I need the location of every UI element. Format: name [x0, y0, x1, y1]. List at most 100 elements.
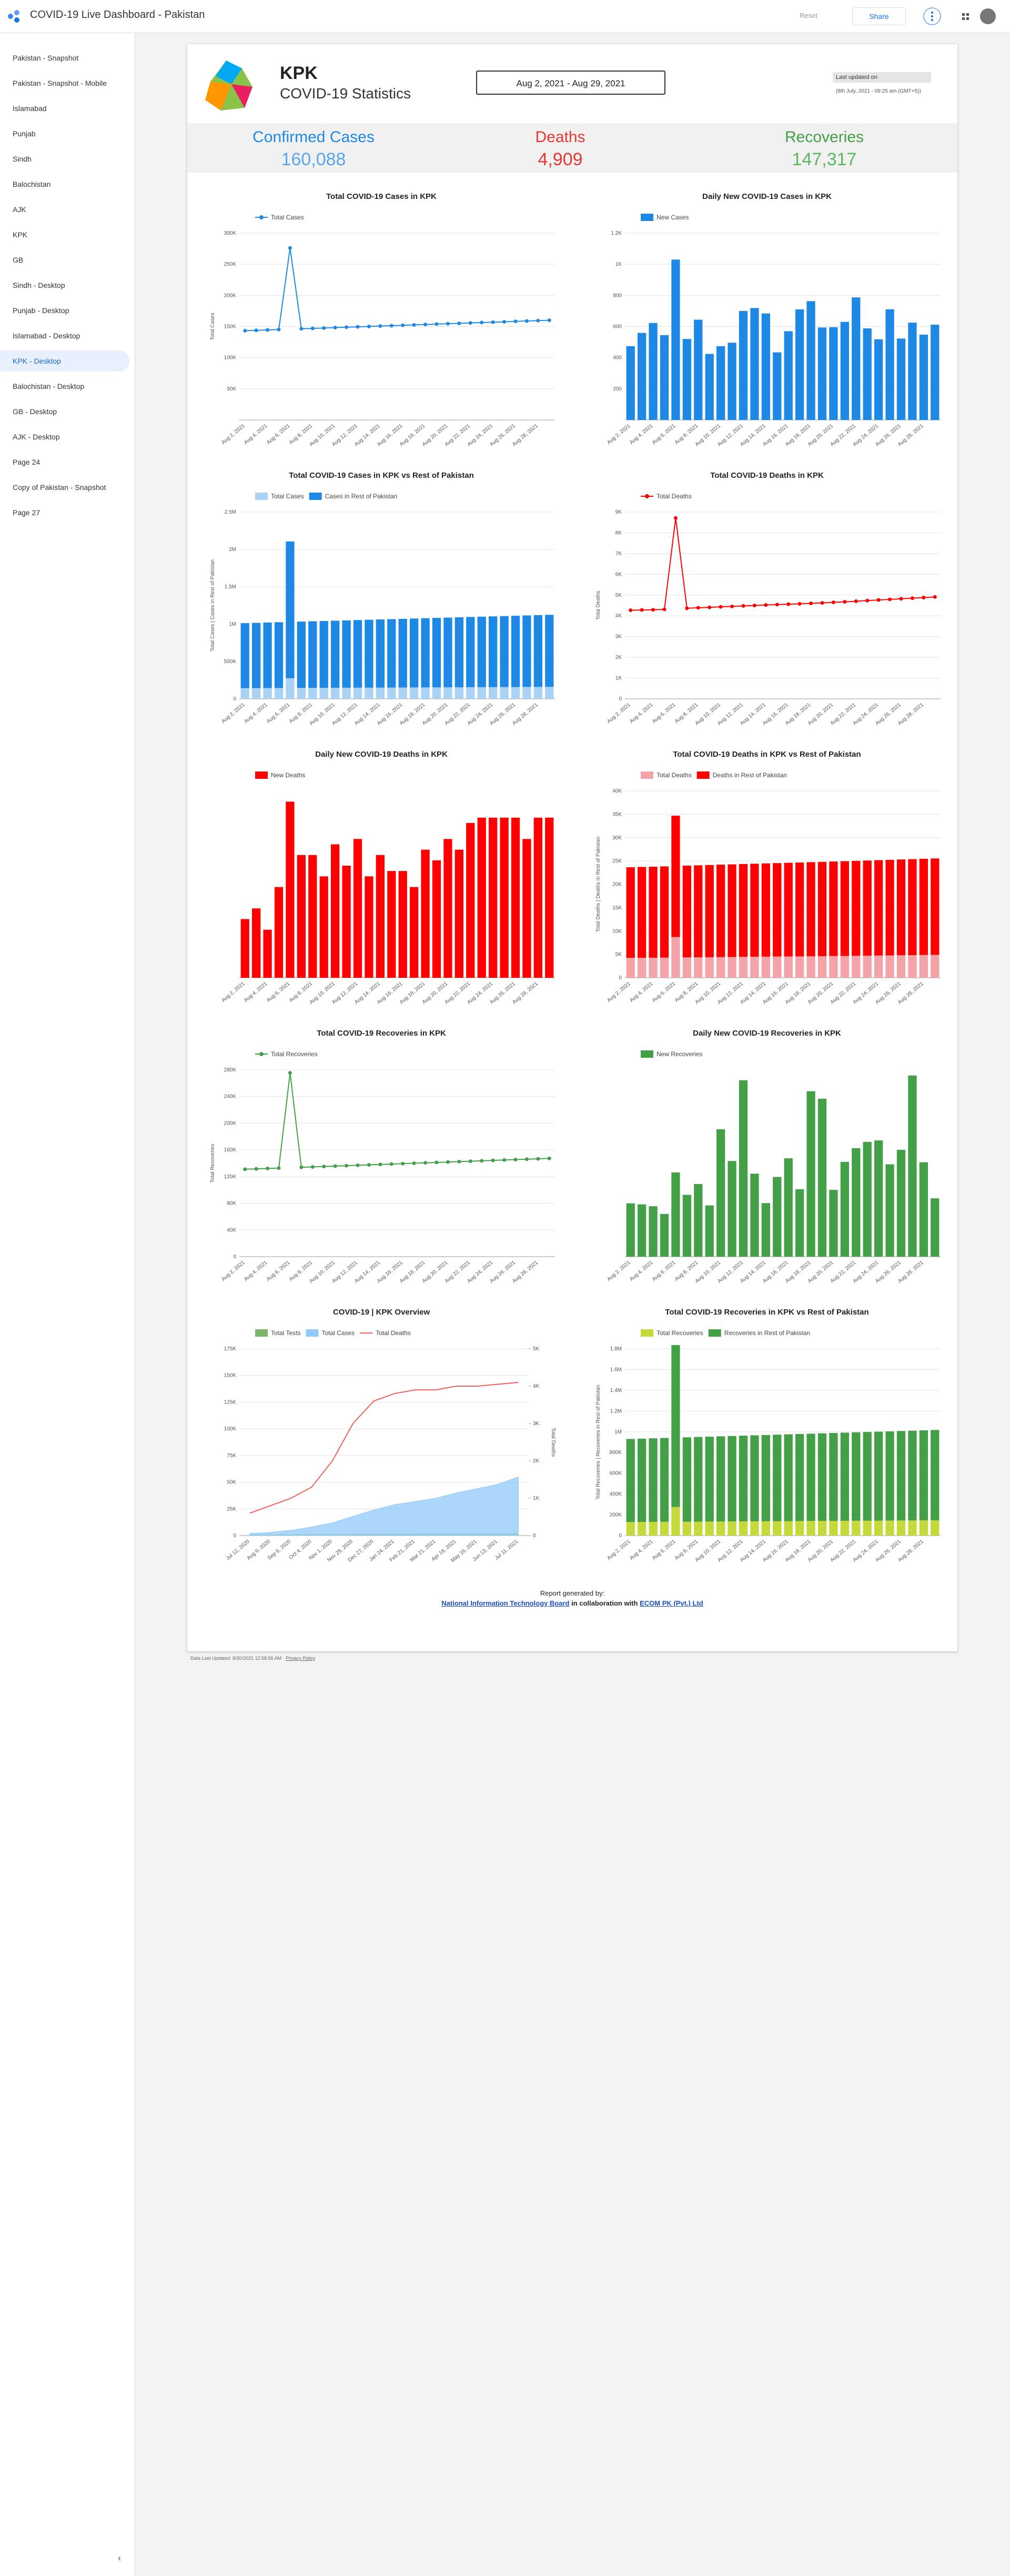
bar [263, 622, 272, 688]
point [435, 1160, 439, 1165]
nav-item[interactable]: Punjab [13, 129, 36, 138]
footer-joiner: in collaboration with [569, 1599, 640, 1607]
nav-item[interactable]: Page 24 [13, 458, 41, 466]
bar [874, 1520, 883, 1536]
y-tick-label: 200K [224, 293, 237, 298]
bar [694, 1521, 703, 1536]
bar [705, 957, 714, 978]
nav-item[interactable]: Sindh [13, 155, 32, 163]
bar [252, 623, 261, 688]
nav-item[interactable]: Islamabad - Desktop [13, 332, 80, 340]
y-tick-label: 9K [615, 509, 622, 515]
legend-label: Total Deaths [656, 771, 692, 779]
bar [863, 1520, 872, 1536]
y-tick-label: 6K [615, 572, 622, 577]
x-tick-label: Aug 6, 2021 [266, 702, 291, 725]
bar [806, 1434, 815, 1521]
nav-item[interactable]: Balochistan [13, 180, 51, 188]
bar [874, 955, 883, 978]
legend-label: Deaths in Rest of Pakistan [713, 771, 787, 779]
y-tick-label: 150K [224, 324, 237, 330]
app-logo [8, 10, 19, 23]
region-name: KPK [280, 63, 318, 83]
date-range-picker[interactable]: Aug 2, 2021 - Aug 29, 2021 [476, 71, 665, 95]
point [401, 1161, 405, 1166]
point [524, 1157, 529, 1161]
chart: Total COVID-19 Cases in KPK Total Cases 50… [210, 192, 555, 448]
nav-item[interactable]: Copy of Pakistan - Snapshot [13, 483, 106, 492]
bar [694, 1437, 703, 1522]
nav-item[interactable]: AJK - Desktop [13, 433, 60, 441]
bar [649, 1438, 658, 1522]
bar [500, 616, 509, 687]
nav-item[interactable]: Sindh - Desktop [13, 281, 65, 289]
bar [331, 687, 340, 699]
point [288, 1071, 292, 1075]
legend-label: Total Deaths [656, 493, 692, 500]
nav-item[interactable]: AJK [13, 205, 26, 214]
bar [840, 1161, 849, 1257]
chart: Total COVID-19 Cases in KPK vs Rest of P… [210, 471, 555, 727]
point [922, 596, 926, 600]
top-bar: COVID-19 Live Dashboard - Pakistan Reset… [0, 0, 1010, 33]
point [797, 602, 802, 606]
y-tick-label: 4K [615, 613, 622, 619]
nav-item[interactable]: KPK - Desktop [0, 350, 129, 372]
y-tick-label: 400 [613, 355, 622, 361]
bar [840, 322, 849, 420]
legend-label: New Cases [656, 214, 689, 221]
point [468, 321, 472, 325]
org-link[interactable]: National Information Technology Board [441, 1599, 570, 1607]
bar [784, 1158, 793, 1257]
chart: Total COVID-19 Deaths in KPK vs Rest of … [595, 750, 941, 1006]
bar [896, 859, 906, 956]
point [502, 320, 507, 324]
nav-item[interactable]: Pakistan - Snapshot [13, 54, 79, 62]
bar [728, 957, 736, 978]
nav-item[interactable]: Page 27 [13, 508, 41, 517]
nav-item[interactable]: Islamabad [13, 104, 47, 113]
legend-swatch [259, 215, 264, 219]
bar [885, 1520, 894, 1536]
chart: Daily New COVID-19 Deaths in KPK New Deat… [220, 750, 555, 1006]
x-tick-label: Aug 2, 2021 [220, 981, 246, 1004]
bar [432, 618, 441, 688]
nav-item[interactable]: GB - Desktop [13, 407, 57, 416]
y-axis-title: Total Deaths | Deaths in Rest of Pakista… [595, 837, 601, 933]
bar [739, 1521, 748, 1536]
legend-swatch [696, 771, 710, 779]
bar [908, 1430, 917, 1521]
bar [682, 1437, 691, 1522]
y-tick-label: 3K [615, 634, 622, 640]
bar [705, 865, 714, 957]
nav-item[interactable]: Pakistan - Snapshot - Mobile [13, 79, 107, 87]
x-tick-label: Aug 2, 2021 [606, 981, 632, 1004]
bar [795, 956, 804, 978]
chart: Daily New COVID-19 Recoveries in KPK New … [606, 1029, 941, 1285]
nav-item[interactable]: GB [13, 256, 24, 264]
share-button[interactable]: Share [852, 7, 906, 25]
partner-link[interactable]: ECOM PK (Pvt.) Ltd [640, 1599, 703, 1607]
y-tick-label: 100K [224, 1426, 237, 1432]
bar [274, 887, 284, 978]
bar [908, 1520, 917, 1536]
privacy-link[interactable]: Privacy Policy [286, 1656, 316, 1661]
bar [885, 955, 894, 978]
x-tick-label: Aug 2, 2021 [606, 702, 632, 725]
bar [716, 1129, 725, 1257]
bar [829, 1433, 838, 1521]
nav-item[interactable]: Punjab - Desktop [13, 306, 69, 315]
bar [638, 1204, 647, 1257]
nav-item[interactable]: Balochistan - Desktop [13, 382, 85, 390]
collapse-button[interactable]: ‹ [118, 2553, 121, 2563]
reset-button[interactable]: Reset [800, 12, 817, 19]
page-footer: Data Last Updated: 8/30/2021 12:58:56 AM… [190, 1656, 316, 1661]
bar [671, 1345, 680, 1507]
nav-item[interactable]: KPK [13, 230, 28, 239]
point [457, 321, 461, 325]
bar [533, 817, 542, 978]
bar [840, 1432, 849, 1521]
bar [353, 620, 362, 688]
bar [660, 1438, 669, 1522]
bar [896, 955, 906, 978]
